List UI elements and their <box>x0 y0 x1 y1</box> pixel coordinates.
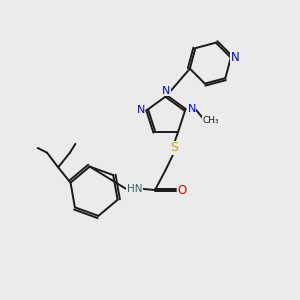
Text: N: N <box>162 86 170 96</box>
Text: N: N <box>188 104 196 114</box>
Text: N: N <box>231 51 240 64</box>
Text: S: S <box>170 141 178 154</box>
Text: N: N <box>136 105 145 115</box>
Text: HN: HN <box>127 184 142 194</box>
Text: CH₃: CH₃ <box>203 116 220 125</box>
Text: O: O <box>178 184 187 196</box>
